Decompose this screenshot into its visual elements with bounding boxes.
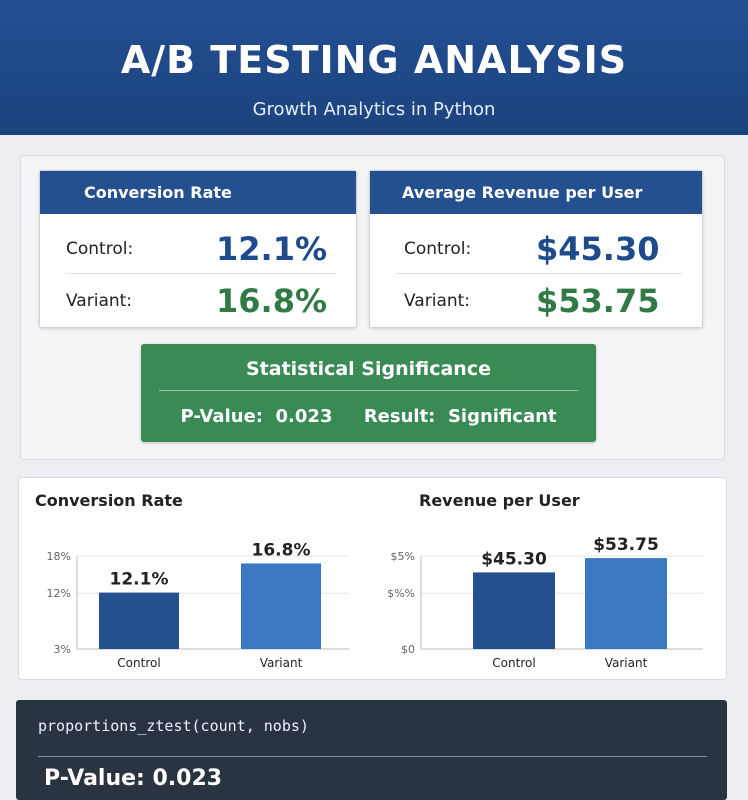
conversion-rate-card: Conversion Rate Control: 12.1% Variant: 16… xyxy=(39,170,357,328)
variant-value: 16.8% xyxy=(216,282,328,320)
data-label: 12.1% xyxy=(110,570,169,590)
divider xyxy=(159,390,578,391)
bar-variant xyxy=(585,558,667,649)
pvalue: 0.023 xyxy=(275,406,333,427)
divider xyxy=(66,273,336,274)
revenue-card: Average Revenue per User Control: $45.30 … xyxy=(369,170,703,328)
data-label: $53.75 xyxy=(593,535,659,555)
summary-panel: Conversion Rate Control: 12.1% Variant: 16… xyxy=(20,155,725,460)
code-call: proportions_ztest(count, nobs) xyxy=(38,717,309,735)
variant-label: Variant: xyxy=(66,291,133,311)
bar-control xyxy=(473,572,555,649)
y-tick-label: 12% xyxy=(47,587,71,600)
control-value: 12.1% xyxy=(216,230,328,268)
page-subtitle: Growth Analytics in Python xyxy=(252,99,496,120)
control-label: Control: xyxy=(66,239,134,259)
divider xyxy=(38,756,707,757)
header: A/B TESTING ANALYSIS Growth Analytics in… xyxy=(0,0,748,135)
card-title: Average Revenue per User xyxy=(370,171,702,214)
x-tick-label: Control xyxy=(492,656,535,670)
chart-title: Revenue per User xyxy=(419,491,580,510)
y-tick-label: 3% xyxy=(54,643,71,656)
y-tick-label: $%% xyxy=(387,587,415,600)
y-tick-label: 18% xyxy=(47,550,71,563)
x-tick-label: Variant xyxy=(605,656,648,670)
variant-value: $53.75 xyxy=(536,282,660,320)
y-tick-label: $5% xyxy=(391,550,415,563)
conversion-chart: Conversion Rate 3% 12% 18% 12.1% Control 16.8… xyxy=(19,478,359,681)
bar-control xyxy=(99,592,179,649)
divider xyxy=(396,273,682,274)
significance-result: P-Value: 0.023 Result: Significant xyxy=(141,406,596,427)
control-label: Control: xyxy=(404,239,472,259)
result: Significant xyxy=(447,406,557,427)
bar-variant xyxy=(241,563,321,649)
y-tick-label: $0 xyxy=(401,643,415,656)
data-label: 16.8% xyxy=(252,540,311,560)
significance-title: Statistical Significance xyxy=(246,358,491,380)
page-title: A/B TESTING ANALYSIS xyxy=(120,38,628,82)
conversion-chart-svg: 3% 12% 18% 12.1% Control 16.8% Variant xyxy=(47,540,349,670)
charts-panel: Conversion Rate 3% 12% 18% 12.1% Control 16.8… xyxy=(18,477,727,680)
x-tick-label: Variant xyxy=(260,656,303,670)
variant-label: Variant: xyxy=(404,291,471,311)
pvalue-label: P-Value: xyxy=(180,406,263,427)
code-result: P-Value: 0.023 xyxy=(44,766,223,791)
x-tick-label: Control xyxy=(117,656,160,670)
control-value: $45.30 xyxy=(536,230,660,268)
card-title: Conversion Rate xyxy=(40,171,356,214)
data-label: $45.30 xyxy=(481,549,547,569)
revenue-chart: Revenue per User $0 $%% $5% $45.30 Control $5… xyxy=(373,478,713,681)
revenue-chart-svg: $0 $%% $5% $45.30 Control $53.75 Variant xyxy=(387,535,703,670)
significance-box: Statistical Significance P-Value: 0.023 … xyxy=(141,344,596,442)
code-block: proportions_ztest(count, nobs) P-Value: … xyxy=(16,700,727,800)
chart-title: Conversion Rate xyxy=(35,491,183,510)
result-label: Result: xyxy=(363,406,436,427)
